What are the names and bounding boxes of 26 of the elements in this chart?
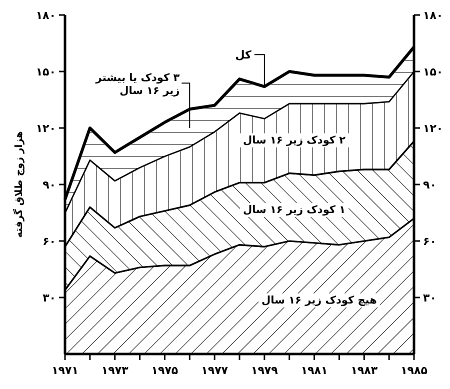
x-tick-label: ۱۹۷۳ xyxy=(101,364,129,377)
y2-tick-label: ۹۰ xyxy=(423,178,436,192)
y-tick-label: ۳۰ xyxy=(42,292,56,304)
x-tick-label: ۱۹۸۵ xyxy=(400,364,428,377)
y2-tick-label: ۶۰ xyxy=(423,235,436,248)
y2-tick-label: ۱۸۰ xyxy=(423,9,444,22)
y-tick-label: ۶۰ xyxy=(42,235,56,248)
y2-tick-label: ۳۰ xyxy=(423,292,436,304)
x-tick-label: ۱۹۷۹ xyxy=(251,364,278,377)
y2-tick-label: ۱۲۰ xyxy=(423,122,444,135)
annotation: کل xyxy=(235,48,252,62)
y2-tick-label: ۱۵۰ xyxy=(423,66,444,78)
y-tick-label: ۱۵۰ xyxy=(36,66,56,78)
x-tick-label: ۱۹۷۷ xyxy=(201,364,228,377)
x-tick-label: ۱۹۸۳ xyxy=(350,364,378,377)
y-tick-label: ۹۰ xyxy=(42,178,56,192)
series-label: ۳ کودک یا بیشتر زیر ۱۶ سال xyxy=(94,72,180,98)
series-label: ۲ کودک زیر ۱۶ سال xyxy=(242,134,346,146)
x-tick-label: ۱۹۷۱ xyxy=(52,364,78,377)
y-axis-title: هزار زوج طلاق گرفته xyxy=(12,131,25,238)
x-tick-label: ۱۹۸۱ xyxy=(300,364,328,377)
series-label: ۱ کودک زیر ۱۶ سال xyxy=(242,204,346,216)
series-label: هیچ کودک زیر ۱۶ سال xyxy=(262,294,377,306)
y-tick-label: ۱۲۰ xyxy=(36,122,56,135)
x-tick-label: ۱۹۷۵ xyxy=(151,364,178,377)
y-tick-label: ۱۸۰ xyxy=(36,9,56,22)
